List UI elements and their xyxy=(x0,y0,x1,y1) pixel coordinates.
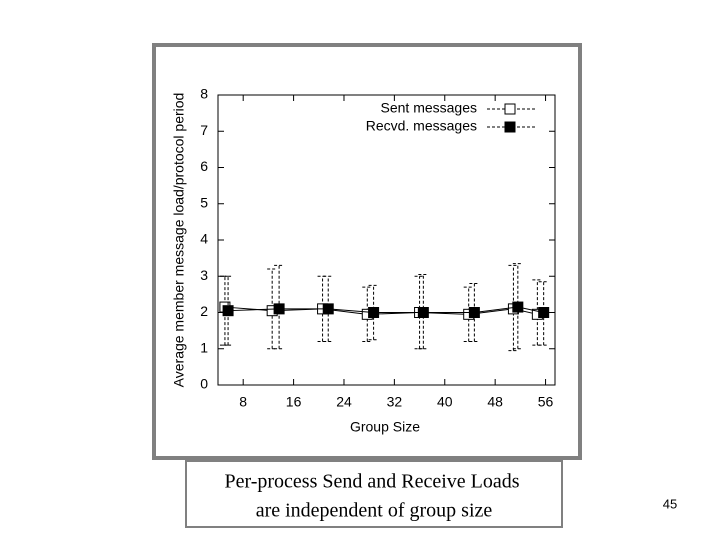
y-tick-label: 1 xyxy=(200,339,208,355)
x-tick-label: 8 xyxy=(239,394,247,410)
plot-frame xyxy=(217,94,556,386)
y-tick-label: 8 xyxy=(200,86,208,102)
data-point xyxy=(273,303,285,315)
data-point xyxy=(538,307,550,318)
data-point xyxy=(468,307,480,318)
x-tick-label: 48 xyxy=(487,394,503,410)
data-point xyxy=(222,305,234,317)
y-axis-label: Average member message load/protocol per… xyxy=(171,93,187,388)
y-tick-label: 5 xyxy=(200,194,208,210)
x-tick-label: 40 xyxy=(437,394,453,410)
x-tick-label: 24 xyxy=(336,394,352,410)
caption-box xyxy=(185,460,563,528)
y-tick-label: 0 xyxy=(200,376,208,392)
x-axis-label: Group Size xyxy=(350,419,420,435)
page-number: 45 xyxy=(663,496,677,511)
series-line xyxy=(228,306,544,313)
legend-marker xyxy=(504,103,516,115)
figure-frame xyxy=(152,43,582,460)
data-point xyxy=(368,307,380,318)
data-point xyxy=(417,307,429,318)
legend-marker xyxy=(504,121,516,133)
x-tick-label: 32 xyxy=(387,394,403,410)
caption-line: Per-process Send and Receive Loads xyxy=(224,471,519,493)
caption-line: are independent of group size xyxy=(256,500,493,522)
legend-label: Recvd. messages xyxy=(366,118,477,134)
y-tick-label: 2 xyxy=(200,303,208,319)
y-tick-label: 4 xyxy=(200,231,208,247)
data-point xyxy=(512,301,524,313)
y-tick-label: 7 xyxy=(200,122,208,138)
data-point xyxy=(322,303,334,315)
x-tick-label: 16 xyxy=(286,394,302,410)
legend-label: Sent messages xyxy=(381,100,478,116)
x-tick-label: 56 xyxy=(538,394,554,410)
y-tick-label: 3 xyxy=(200,267,208,283)
y-tick-label: 6 xyxy=(200,158,208,174)
